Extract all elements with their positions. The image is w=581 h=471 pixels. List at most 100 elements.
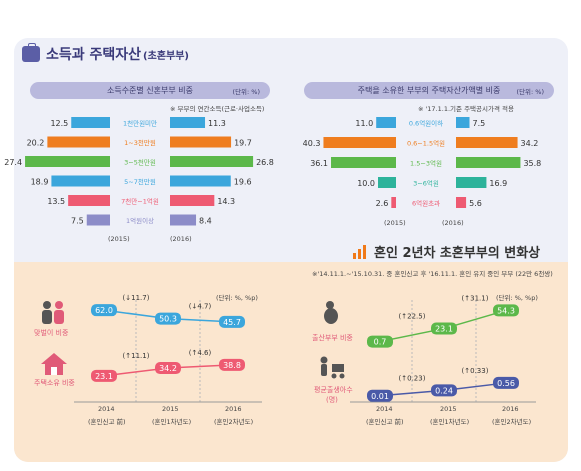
asset-value-2016: 16.9 (489, 179, 507, 188)
income-bar-2016 (170, 214, 197, 226)
asset-value-2015: 40.3 (303, 139, 321, 148)
asset-bar-2015 (331, 157, 396, 168)
income-value-2016: 11.3 (208, 119, 226, 128)
income-bar-2016 (170, 136, 232, 148)
right-year-2016: 2016 (502, 405, 519, 413)
asset-bar-2015 (378, 177, 396, 188)
income-value-2016: 19.7 (234, 139, 252, 148)
avgkids-change-label: (↑0.23) (399, 374, 426, 382)
income-bar-2016 (170, 156, 254, 167)
left-year-2016: 2016 (225, 405, 242, 413)
asset-category-label: 6억원초과 (412, 199, 440, 208)
income-year-2015: (2015) (108, 235, 130, 243)
asset-value-2015: 11.0 (355, 119, 373, 128)
house-value-label: 38.8 (223, 361, 241, 370)
income-category-label: 7천만~1억원 (121, 197, 159, 206)
avgkids-point (431, 384, 457, 397)
dual-change-label: (↓4.7) (189, 303, 212, 311)
asset-bar-2016 (456, 137, 518, 148)
dual-point (91, 304, 117, 317)
income-bar-2015 (25, 156, 111, 167)
income-bar-2015 (47, 136, 110, 148)
income-value-2016: 8.4 (199, 217, 212, 226)
income-bar-2016 (170, 195, 215, 206)
income-value-2015: 13.5 (47, 197, 65, 206)
avgkids-value-label: 0.01 (371, 392, 389, 401)
asset-bar-2015 (323, 137, 396, 148)
asset-chart-header: 주택을 소유한 부부의 주택자산가액별 비중 (단위: %) (304, 82, 554, 99)
house-point (155, 362, 181, 375)
label-house: 주택소유 비중 (34, 379, 75, 387)
dual-point (219, 315, 245, 328)
asset-year-2016: (2016) (442, 219, 464, 227)
label-avgkids: 평균출생아수 (314, 386, 353, 394)
dual-value-label: 62.0 (95, 306, 113, 315)
right-year-2014: 2014 (376, 405, 393, 413)
birth-point (367, 335, 393, 348)
dual-change-label: (↓11.7) (123, 294, 150, 302)
couple-icon (38, 300, 68, 330)
bar-chart-icon (352, 243, 370, 259)
asset-unit: (단위: %) (516, 87, 544, 96)
asset-category-label: 0.6억원이하 (409, 119, 443, 128)
birth-value-label: 54.3 (497, 306, 515, 315)
asset-category-label: 3~6억원 (413, 179, 439, 188)
house-icon (40, 352, 68, 380)
income-value-2015: 27.4 (4, 158, 22, 167)
house-change-label: (↑11.1) (123, 352, 150, 360)
right-year-sub-2015: (혼인1차년도) (430, 418, 470, 426)
section1-title: 소득과 주택자산 (초혼부부) (22, 42, 189, 66)
left-year-sub-2016: (혼인2차년도) (214, 418, 254, 426)
income-bar-2016 (170, 117, 206, 128)
house-point (219, 358, 245, 371)
avgkids-value-label: 0.56 (497, 379, 515, 388)
left-year-sub-2015: (혼인1차년도) (152, 418, 192, 426)
asset-value-2016: 35.8 (523, 159, 541, 168)
income-value-2016: 19.6 (234, 178, 252, 187)
income-value-2015: 18.9 (31, 178, 49, 187)
house-value-label: 23.1 (95, 372, 113, 381)
section2-note: ※'14.11.1.~'15.10.31. 중 혼인신고 후 '16.11.1.… (312, 270, 553, 278)
avgkids-value-label: 0.24 (435, 386, 453, 395)
income-bar-2015 (86, 214, 110, 226)
income-header-text: 소득수준별 신혼부부 비중 (106, 86, 194, 95)
income-category-label: 1억원이상 (126, 216, 154, 225)
income-bar-2015 (71, 117, 110, 128)
unit-right: (단위: %, %p) (496, 294, 538, 302)
section2-title: 혼인 2년차 초혼부부의 변화상 (352, 240, 540, 262)
left-year-2015: 2015 (162, 405, 179, 413)
income-value-2016: 14.3 (217, 197, 235, 206)
income-category-label: 5~7천만원 (124, 177, 156, 186)
asset-value-2016: 7.5 (473, 119, 486, 128)
dual-point (155, 312, 181, 325)
income-year-2016: (2016) (170, 235, 192, 243)
income-value-2016: 26.8 (256, 158, 274, 167)
pregnant-icon (318, 300, 342, 332)
asset-year-2015: (2015) (384, 219, 406, 227)
left-year-sub-2014: (혼인신고 前) (88, 418, 126, 426)
asset-bar-2015 (376, 117, 396, 128)
avgkids-change-label: (↑0.33) (462, 367, 489, 375)
income-chart-header: 소득수준별 신혼부부 비중 (단위: %) (30, 82, 270, 99)
income-note: ※ 부부의 연간소득(근로·사업소득) (170, 105, 265, 113)
income-bar-2015 (68, 195, 110, 206)
asset-bar-2016 (456, 197, 467, 208)
birth-value-label: 0.7 (374, 338, 387, 347)
birth-point (431, 322, 457, 335)
birth-change-label: (↑31.1) (462, 294, 489, 302)
avgkids-point (493, 376, 519, 389)
income-category-label: 1~3천만원 (124, 138, 156, 147)
asset-bar-2016 (456, 117, 470, 128)
asset-value-2015: 2.6 (376, 199, 389, 208)
stroller-icon (318, 356, 346, 386)
asset-bar-2016 (456, 157, 521, 168)
asset-bar-2016 (456, 177, 487, 188)
house-change-label: (↑4.6) (189, 349, 212, 357)
left-year-2014: 2014 (98, 405, 115, 413)
birth-change-label: (↑22.5) (399, 313, 426, 321)
label-dual: 맞벌이 비중 (34, 329, 69, 337)
income-value-2015: 20.2 (27, 139, 45, 148)
label-avgkids-unit: (명) (326, 396, 338, 404)
house-value-label: 34.2 (159, 364, 177, 373)
asset-value-2016: 34.2 (521, 139, 539, 148)
